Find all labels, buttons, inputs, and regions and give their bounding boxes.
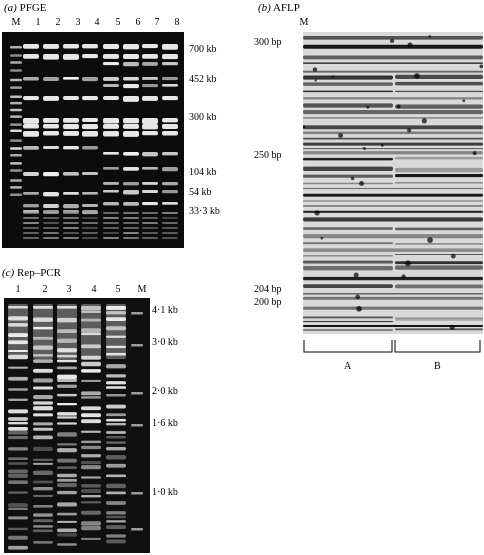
- rep-marker-label: 1·0 kb: [152, 487, 178, 498]
- pfge-marker-label: 300 kb: [189, 112, 217, 123]
- aflp-gel-image: [303, 32, 483, 334]
- aflp-group-label: A: [344, 361, 352, 372]
- pfge-marker-label: 452 kb: [189, 74, 217, 85]
- rep-marker-label: 2·0 kb: [152, 386, 178, 397]
- pfge-lane-label: 3: [75, 17, 81, 28]
- panel-c-title: (c) Rep–PCR: [2, 267, 61, 279]
- aflp-lane-label: M: [299, 17, 309, 28]
- pfge-lane-label: 2: [55, 17, 61, 28]
- pfge-marker-label: 54 kb: [189, 187, 212, 198]
- panel-b-title: (b) AFLP: [258, 2, 300, 14]
- panel-a-title: (a) PFGE: [4, 2, 47, 14]
- pfge-marker-label: 104 kb: [189, 167, 217, 178]
- pfge-lane-label: 1: [35, 17, 41, 28]
- rep-lane-label: 5: [115, 284, 121, 295]
- rep-lane-label: 3: [66, 284, 72, 295]
- rep-pcr-gel-image: [4, 298, 150, 553]
- rep-marker-label: 1·6 kb: [152, 418, 178, 429]
- rep-marker-label: 3·0 kb: [152, 337, 178, 348]
- pfge-gel-image: [2, 32, 184, 248]
- pfge-lane-label: M: [11, 17, 21, 28]
- pfge-marker-label: 33·3 kb: [189, 206, 220, 217]
- pfge-lane-label: 4: [94, 17, 100, 28]
- pfge-lane-label: 8: [174, 17, 180, 28]
- aflp-group-label: B: [434, 361, 441, 372]
- rep-lane-label: 2: [42, 284, 48, 295]
- rep-lane-label: 4: [91, 284, 97, 295]
- pfge-lane-label: 6: [135, 17, 141, 28]
- pfge-lane-label: 5: [115, 17, 121, 28]
- aflp-marker-label: 200 bp: [254, 297, 282, 308]
- rep-marker-label: 4·1 kb: [152, 305, 178, 316]
- aflp-marker-label: 250 bp: [254, 150, 282, 161]
- aflp-group-brackets: [303, 340, 481, 353]
- rep-lane-label: 1: [15, 284, 21, 295]
- rep-lane-label: M: [137, 284, 147, 295]
- aflp-marker-label: 300 bp: [254, 37, 282, 48]
- aflp-marker-label: 204 bp: [254, 284, 282, 295]
- pfge-lane-label: 7: [154, 17, 160, 28]
- pfge-marker-label: 700 kb: [189, 44, 217, 55]
